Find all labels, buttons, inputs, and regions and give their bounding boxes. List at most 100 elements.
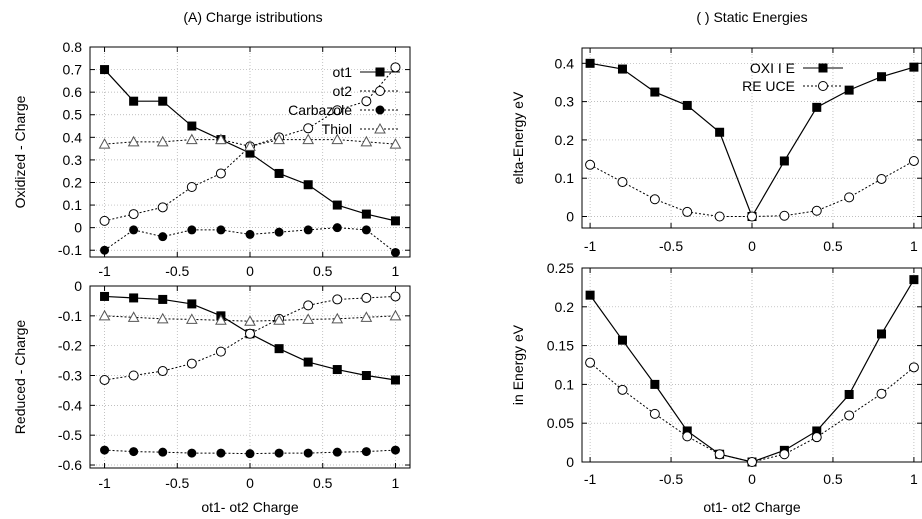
y-tick-label: -0.1: [58, 242, 82, 258]
data-point: [682, 100, 692, 110]
x-axis-label: ot1- ot2 Charge: [703, 499, 800, 515]
legend-marker: [374, 122, 386, 134]
data-point: [100, 245, 110, 255]
legend-marker: [818, 63, 828, 73]
data-point: [303, 180, 313, 190]
legend: ot1 ot2 Carbazole Thiol: [288, 64, 400, 137]
data-point: [360, 135, 373, 147]
data-point: [157, 202, 168, 213]
data-point: [617, 384, 628, 395]
x-axis-label: ot1- ot2 Charge: [201, 499, 298, 515]
data-point: [128, 370, 139, 381]
data-point: [585, 58, 595, 68]
y-tick-label: 0.1: [555, 376, 575, 392]
data-point: [303, 448, 313, 458]
data-point: [100, 291, 110, 301]
data-point: [390, 445, 400, 455]
y-tick-label: -0.1: [58, 308, 82, 324]
data-point: [650, 87, 660, 97]
legend-label: Carbazole: [288, 102, 352, 118]
data-point: [100, 445, 110, 455]
data-point: [585, 357, 596, 368]
legend-marker: [375, 67, 385, 77]
data-point: [99, 374, 110, 385]
legend-marker: [818, 81, 828, 91]
chart-panel-2: -1 -0.5 0 0.5 1 -0.6 -0.5 -0.4 -0.3 -0.2 -0.1 0 Redu…: [12, 278, 411, 515]
data-point: [715, 127, 725, 137]
data-point: [100, 65, 110, 75]
y-tick-label: -0.4: [58, 397, 82, 413]
legend: OXI I E RE UCE: [742, 60, 843, 94]
data-point: [215, 314, 227, 325]
data-point: [273, 314, 285, 325]
data-point: [156, 312, 169, 324]
y-tick-label: 0.2: [63, 174, 83, 190]
data-point: [844, 192, 855, 203]
data-point: [909, 275, 919, 285]
data-point: [244, 315, 256, 326]
data-point: [361, 447, 371, 457]
series-line: [104, 66, 396, 222]
data-point: [332, 365, 342, 375]
data-point: [682, 426, 692, 436]
y-axis-label: Oxidized - Charge: [12, 95, 28, 208]
data-point: [714, 449, 725, 460]
series-thiol: [98, 133, 402, 151]
legend-label: RE UCE: [742, 78, 795, 94]
y-tick-label: 0.3: [63, 152, 83, 168]
legend-marker: [375, 105, 385, 115]
y-tick-label: 0.05: [547, 415, 574, 431]
data-point: [274, 448, 284, 458]
data-point: [844, 389, 854, 399]
x-tick-label: -0.5: [165, 263, 189, 279]
y-tick-label: 0.5: [63, 107, 83, 123]
y-tick-label: -0.5: [58, 427, 82, 443]
data-point: [302, 313, 315, 324]
data-point: [274, 227, 284, 237]
data-point: [389, 309, 402, 321]
data-point: [779, 156, 789, 166]
data-point: [617, 177, 628, 188]
data-point: [187, 121, 197, 131]
x-tick-label: 1: [910, 471, 918, 487]
data-point: [187, 299, 197, 309]
series-ot1: [100, 65, 400, 226]
data-point: [98, 309, 111, 321]
data-point: [331, 312, 344, 324]
data-point: [682, 431, 693, 442]
data-point: [361, 96, 372, 107]
data-point: [303, 225, 313, 235]
data-point: [302, 133, 315, 145]
series-carbazole: [100, 445, 400, 459]
y-tick-label: 0: [566, 454, 574, 470]
data-point: [127, 135, 140, 147]
data-point: [156, 135, 169, 147]
data-point: [390, 216, 400, 226]
data-point: [811, 205, 822, 216]
data-point: [187, 225, 197, 235]
data-point: [185, 133, 198, 145]
data-point: [215, 346, 226, 357]
chart-panel-4: -1 -0.5 0 0.5 1 0 0.05 0.1 0.15 0.2 0.25 in Energy …: [510, 260, 922, 515]
chart-title: ( ) Static Energies: [696, 9, 807, 25]
data-point: [812, 426, 822, 436]
data-point: [187, 448, 197, 458]
data-point: [361, 292, 372, 303]
data-point: [909, 62, 919, 72]
data-point: [361, 371, 371, 381]
series-line: [104, 139, 396, 147]
y-tick-label: 0.15: [547, 338, 574, 354]
series-thiol: [98, 309, 402, 326]
x-tick-label: 1: [910, 238, 918, 254]
data-point: [908, 155, 919, 166]
data-point: [215, 133, 227, 145]
data-point: [779, 449, 790, 460]
data-point: [877, 72, 887, 82]
data-point: [844, 410, 855, 421]
data-point: [650, 379, 660, 389]
y-tick-label: 0.2: [555, 299, 575, 315]
data-point: [332, 200, 342, 210]
x-tick-label: 1: [392, 475, 400, 491]
legend-label: Thiol: [322, 121, 352, 137]
